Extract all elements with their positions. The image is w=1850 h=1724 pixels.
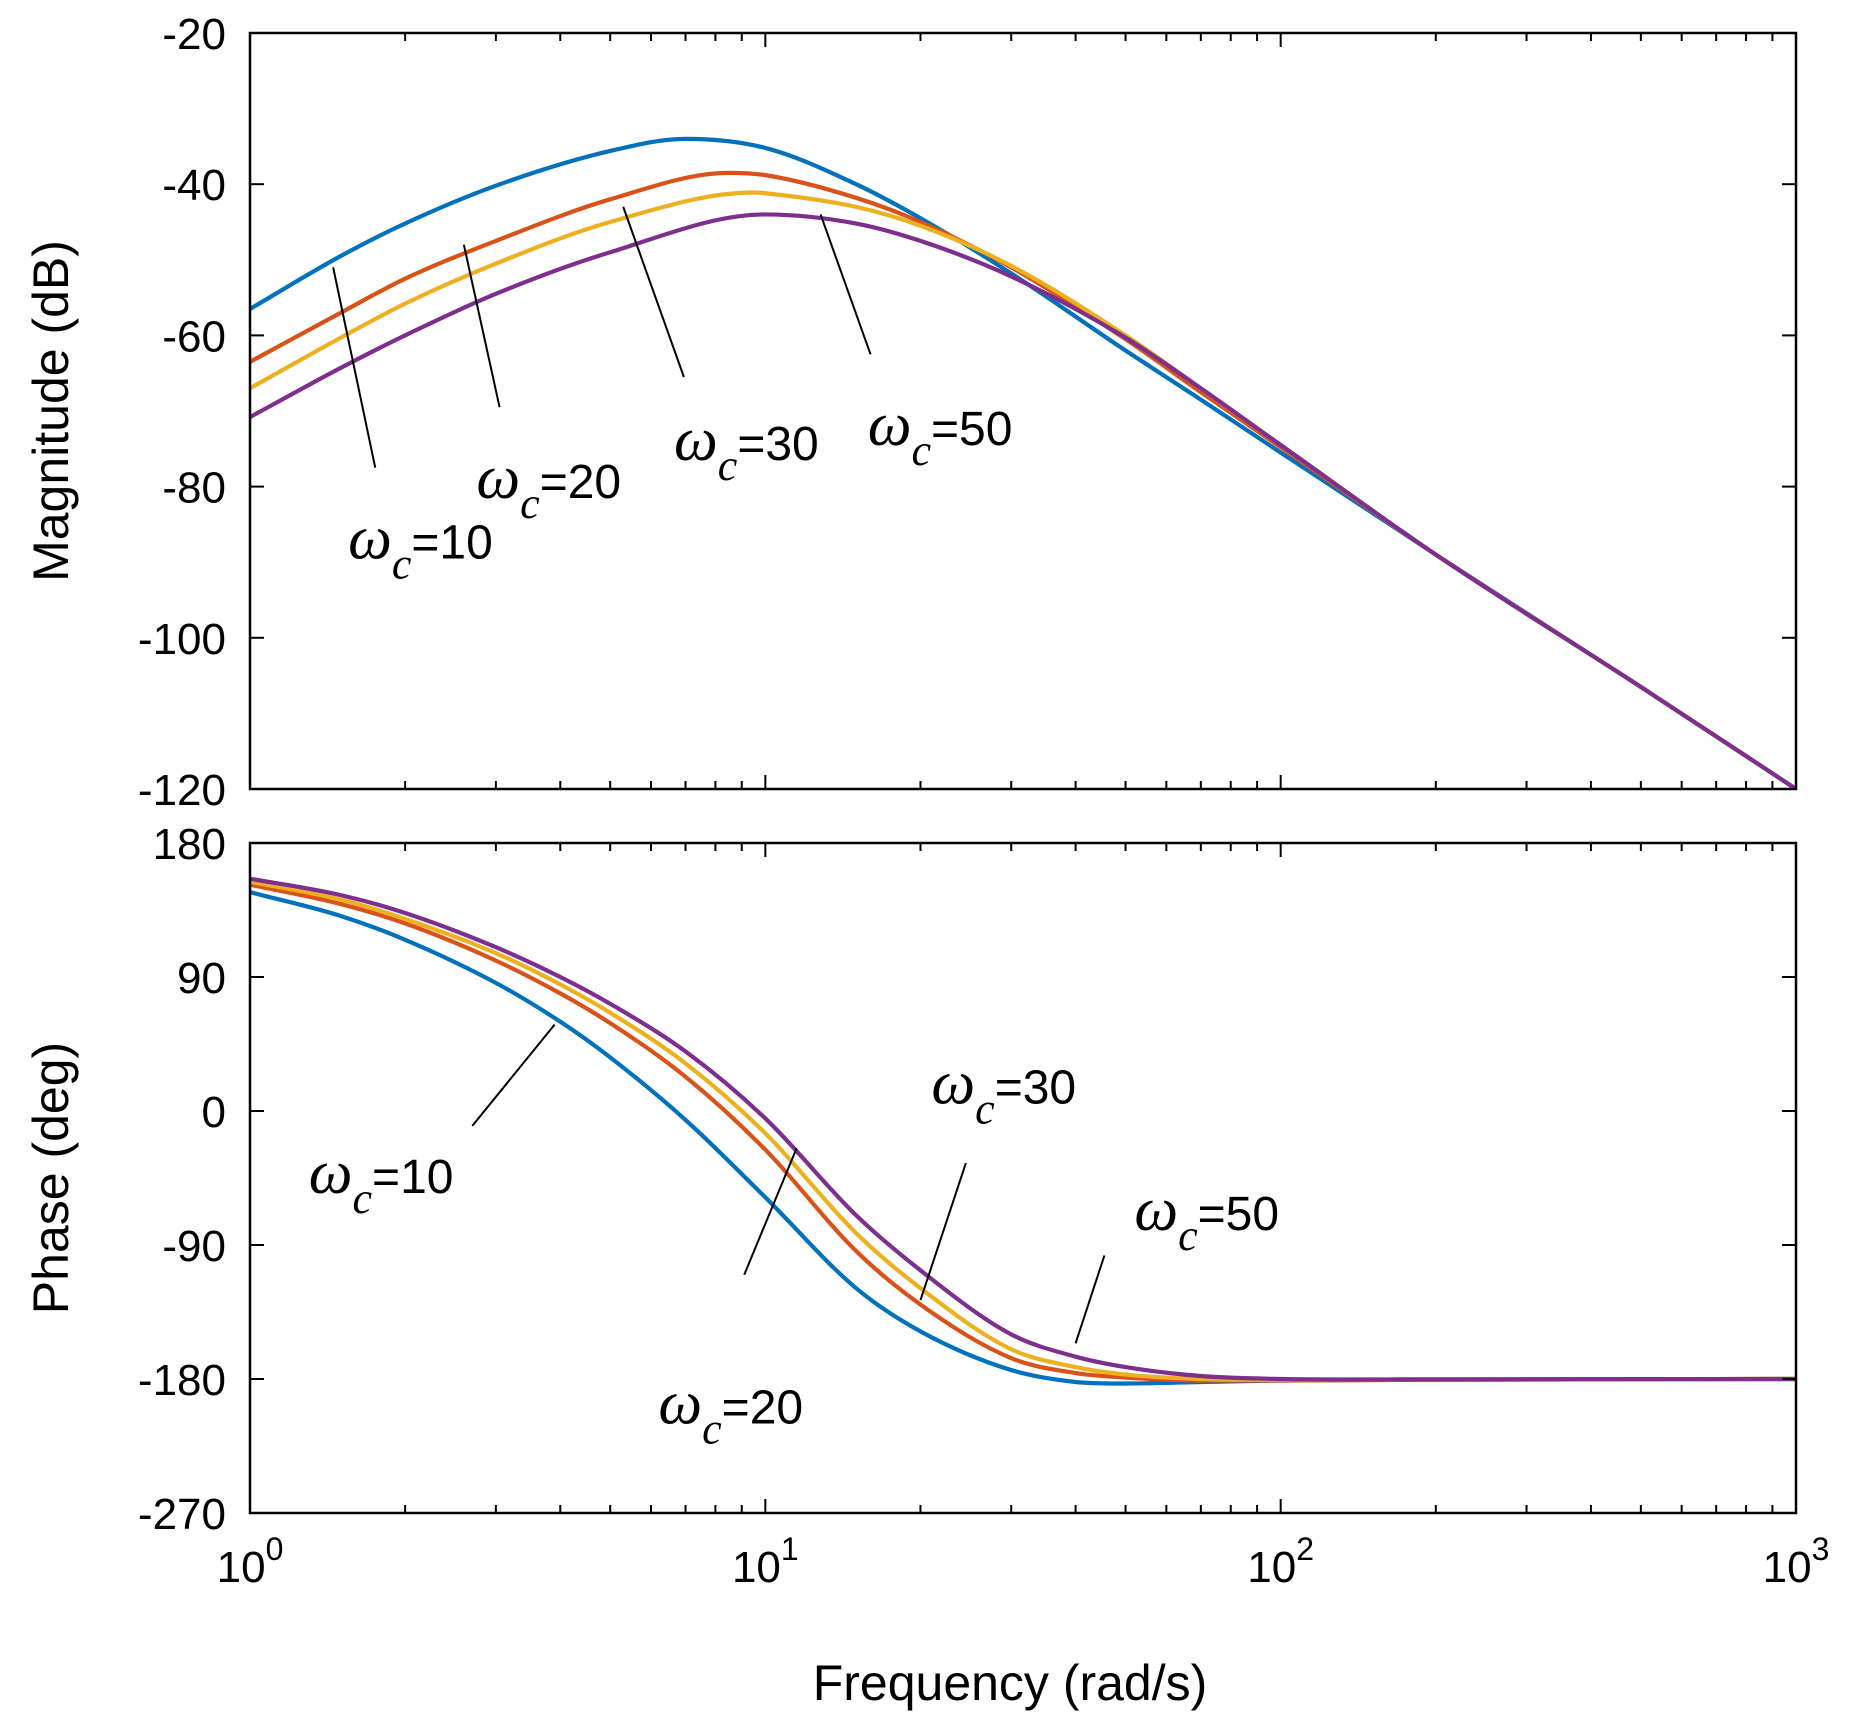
x-tick-label: 103 — [1763, 1531, 1830, 1592]
y-tick-label: -60 — [162, 312, 226, 361]
phase-series-line-20 — [250, 882, 1796, 1383]
annotation-wc-50: ωc=50 — [1074, 1176, 1279, 1344]
annotation-leader-line — [622, 206, 685, 378]
y-tick-label: -20 — [162, 10, 226, 59]
x-axis-label: Frequency (rad/s) — [813, 1655, 1208, 1711]
annotation-wc-10: ωc=10 — [309, 1024, 556, 1223]
annotation-wc-10: ωc=10 — [332, 267, 493, 588]
annotation-wc-30: ωc=30 — [919, 1050, 1076, 1301]
annotation-label: ωc=10 — [309, 1139, 454, 1223]
annotation-leader-line — [332, 267, 377, 468]
y-tick-label: 180 — [153, 820, 226, 869]
annotation-leader-line — [471, 1024, 556, 1127]
annotation-label: ωc=50 — [868, 391, 1013, 475]
y-tick-label: -120 — [138, 766, 226, 815]
magnitude-curves — [250, 136, 1796, 789]
magnitude-frame — [248, 31, 1798, 791]
phase-frame — [248, 841, 1798, 1515]
annotation-label: ωc=20 — [476, 444, 621, 528]
y-tick-label: 90 — [177, 954, 226, 1003]
annotation-leader-line — [1074, 1255, 1106, 1344]
phase-series-line-50 — [250, 876, 1796, 1382]
y-tick-label: -100 — [138, 615, 226, 664]
x-tick-label: 100 — [217, 1531, 284, 1592]
annotation-leader-line — [919, 1162, 967, 1301]
x-tick-label: 101 — [732, 1531, 799, 1592]
annotation-label: ωc=30 — [931, 1050, 1076, 1134]
phase-series-line-10 — [250, 890, 1796, 1386]
annotation-wc-20: ωc=20 — [658, 1147, 803, 1454]
annotation-wc-50: ωc=50 — [819, 214, 1013, 475]
y-tick-label: -90 — [162, 1222, 226, 1271]
magnitude-series-line-50 — [250, 212, 1796, 789]
annotation-label: ωc=10 — [348, 504, 493, 588]
phase-axis-label: Phase (deg) — [23, 1042, 79, 1314]
phase-panel: 180 90 0 -90 -180 -270 Phase (deg) ωc=10 ωc=20 ωc… — [23, 820, 1798, 1539]
y-tick-label: 0 — [202, 1088, 226, 1137]
annotation-label: ωc=50 — [1134, 1176, 1279, 1260]
annotation-wc-30: ωc=30 — [622, 206, 819, 490]
phase-curves — [250, 876, 1796, 1386]
y-tick-label: -270 — [138, 1490, 226, 1539]
magnitude-axis-label: Magnitude (dB) — [23, 240, 79, 582]
frequency-axis: 100 101 102 103 — [217, 1531, 1830, 1592]
annotation-label: ωc=30 — [674, 406, 819, 490]
annotation-leader-line — [819, 214, 872, 355]
y-tick-label: -80 — [162, 464, 226, 513]
y-tick-label: -180 — [138, 1356, 226, 1405]
annotation-wc-20: ωc=20 — [462, 244, 621, 528]
y-tick-label: -40 — [162, 161, 226, 210]
annotation-leader-line — [743, 1147, 798, 1276]
annotation-label: ωc=20 — [658, 1370, 803, 1454]
x-tick-label: 102 — [1247, 1531, 1314, 1592]
annotation-leader-line — [462, 244, 501, 408]
